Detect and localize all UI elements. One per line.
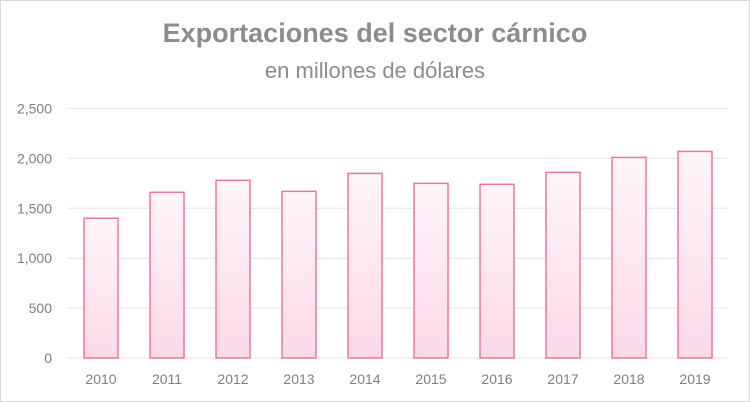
x-tick-label: 2013 <box>283 371 314 387</box>
chart-subtitle: en millones de dólares <box>264 58 486 83</box>
bar-2017 <box>545 171 581 359</box>
x-tick-label: 2015 <box>415 371 446 387</box>
bar-2015 <box>413 182 449 359</box>
y-tick-label: 2,500 <box>17 101 52 117</box>
y-tick-label: 1,000 <box>17 250 52 266</box>
x-tick-label: 2018 <box>613 371 644 387</box>
y-tick-label: 1,500 <box>17 200 52 216</box>
bar-2019 <box>677 150 713 359</box>
bar-2018 <box>611 156 647 359</box>
x-tick-label: 2011 <box>152 371 182 387</box>
x-tick-label: 2019 <box>679 371 710 387</box>
x-tick-label: 2014 <box>349 371 380 387</box>
x-tick-label: 2012 <box>217 371 248 387</box>
bar-2010 <box>83 217 119 359</box>
x-tick-label: 2017 <box>547 371 578 387</box>
y-tick-label: 2,000 <box>17 150 52 166</box>
bar-2013 <box>281 190 317 359</box>
bar-2012 <box>215 179 251 359</box>
y-tick-label: 0 <box>44 350 52 366</box>
chart-title: Exportaciones del sector cárnico <box>162 18 588 48</box>
bar-2016 <box>479 183 515 359</box>
bar-2014 <box>347 172 383 359</box>
x-tick-label: 2010 <box>85 371 116 387</box>
x-tick-label: 2016 <box>481 371 512 387</box>
y-tick-label: 500 <box>29 300 53 316</box>
bar-2011 <box>149 191 185 359</box>
